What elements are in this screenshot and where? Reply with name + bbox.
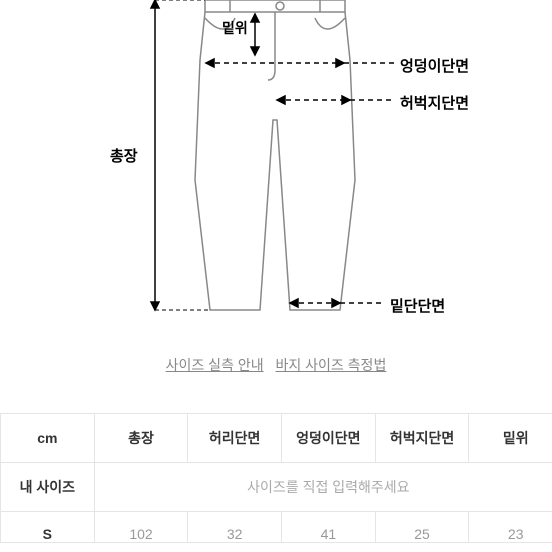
size-s-thigh: 25	[375, 512, 469, 543]
label-thigh: 허벅지단면	[400, 92, 469, 113]
label-hem: 밑단단면	[390, 295, 445, 316]
size-table-wrap: cm 총장 허리단면 엉덩이단면 허벅지단면 밑위 내 사이즈 사이즈를 직접 …	[0, 413, 552, 543]
my-size-row[interactable]: 내 사이즈 사이즈를 직접 입력해주세요	[1, 463, 552, 512]
col-thigh: 허벅지단면	[375, 414, 469, 463]
col-waist: 허리단면	[188, 414, 282, 463]
help-links: 사이즈 실측 안내 바지 사이즈 측정법	[0, 355, 552, 375]
col-hip: 엉덩이단면	[282, 414, 376, 463]
link-size-guide[interactable]: 사이즈 실측 안내	[166, 357, 264, 373]
pants-svg	[0, 0, 552, 340]
size-s-label: S	[1, 512, 95, 543]
size-s-hip: 41	[282, 512, 376, 543]
my-size-placeholder[interactable]: 사이즈를 직접 입력해주세요	[94, 463, 552, 512]
size-s-length: 102	[94, 512, 188, 543]
table-header-row: cm 총장 허리단면 엉덩이단면 허벅지단면 밑위	[1, 414, 552, 463]
label-length: 총장	[110, 145, 138, 166]
col-length: 총장	[94, 414, 188, 463]
col-unit: cm	[1, 414, 95, 463]
size-table: cm 총장 허리단면 엉덩이단면 허벅지단면 밑위 내 사이즈 사이즈를 직접 …	[0, 413, 552, 543]
link-measure-method[interactable]: 바지 사이즈 측정법	[276, 357, 387, 373]
my-size-label: 내 사이즈	[1, 463, 95, 512]
size-row-s: S 102 32 41 25 23	[1, 512, 552, 543]
col-rise: 밑위	[469, 414, 552, 463]
label-rise: 밑위	[222, 18, 248, 38]
label-hip: 엉덩이단면	[400, 55, 469, 76]
size-s-waist: 32	[188, 512, 282, 543]
size-s-rise: 23	[469, 512, 552, 543]
pants-measurement-diagram: 밑위 엉덩이단면 허벅지단면 총장 밑단단면	[0, 0, 552, 340]
